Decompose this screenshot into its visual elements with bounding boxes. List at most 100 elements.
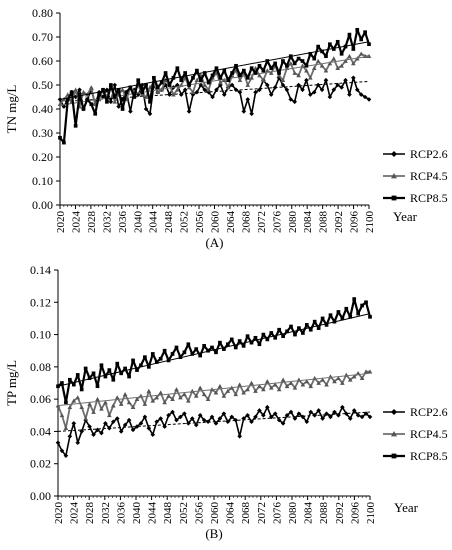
x-tick-label: 2080	[287, 211, 299, 234]
data-point	[354, 87, 360, 93]
data-point	[356, 311, 360, 316]
data-point	[71, 421, 77, 426]
data-point	[319, 87, 325, 93]
y-tick-label: 0.14	[30, 263, 51, 277]
legend-label: RCP8.5	[410, 449, 448, 463]
x-tick-label: 2096	[349, 211, 361, 234]
trend-line	[59, 80, 370, 103]
data-point	[352, 297, 357, 301]
data-point	[221, 77, 227, 83]
trend-line	[57, 372, 371, 407]
data-point	[136, 78, 141, 83]
data-point	[69, 90, 74, 95]
data-point	[285, 63, 289, 68]
data-point	[143, 94, 149, 99]
data-point	[351, 75, 356, 81]
data-point	[343, 77, 348, 83]
data-point	[118, 429, 124, 434]
data-point	[130, 427, 136, 433]
data-point	[319, 63, 325, 68]
data-point	[340, 316, 345, 321]
data-point	[296, 56, 301, 61]
data-point	[257, 383, 262, 389]
x-tick-label: 2068	[240, 211, 252, 234]
data-point	[83, 366, 88, 371]
panel-a: 0.00 0.10 0.20 0.30 0.40 0.50 0.60 0.70 0.80 2020…	[4, 6, 448, 250]
data-point	[174, 387, 179, 392]
data-point	[158, 390, 163, 395]
data-point	[139, 92, 145, 97]
data-point	[68, 377, 72, 382]
data-point	[162, 424, 167, 429]
data-point	[162, 400, 167, 405]
data-point	[316, 408, 321, 413]
legend-marker	[391, 431, 397, 437]
data-point	[77, 87, 82, 93]
data-point	[304, 77, 309, 83]
data-point	[134, 396, 140, 401]
data-point	[358, 51, 364, 56]
data-point	[190, 89, 196, 95]
series-rcp8-5	[58, 27, 371, 145]
data-point	[367, 42, 371, 47]
panel-label: (A)	[205, 235, 223, 250]
data-point	[116, 87, 121, 92]
data-point	[351, 47, 356, 51]
data-point	[351, 374, 357, 379]
data-point	[284, 412, 290, 418]
trend-line	[57, 411, 371, 432]
data-point	[93, 111, 98, 116]
data-point	[155, 85, 160, 90]
data-point	[65, 97, 70, 102]
data-point	[280, 377, 286, 382]
data-point	[221, 411, 227, 416]
data-point	[171, 92, 176, 97]
y-axis-label: TP mg/L	[4, 360, 19, 406]
data-point	[112, 99, 118, 104]
data-point	[110, 403, 116, 408]
data-point	[182, 411, 187, 416]
legend-item: RCP4.5	[383, 427, 448, 441]
data-point	[347, 92, 352, 97]
data-point	[218, 340, 222, 345]
data-point	[249, 66, 254, 71]
data-point	[265, 404, 270, 410]
data-point	[249, 340, 254, 345]
x-tick-label: 2048	[163, 211, 175, 234]
data-point	[289, 324, 293, 329]
data-point	[238, 73, 242, 78]
data-point	[347, 416, 353, 421]
legend-item: RCP8.5	[383, 449, 448, 463]
data-point	[335, 65, 341, 71]
data-point	[79, 387, 84, 392]
trend-line	[59, 41, 370, 100]
data-point	[147, 111, 153, 117]
data-point	[327, 61, 333, 66]
x-tick-label: 2024	[69, 502, 81, 525]
data-point	[85, 97, 90, 102]
y-tick-label: 0.40	[32, 102, 53, 116]
data-point	[324, 54, 328, 59]
data-point	[142, 401, 148, 406]
data-point	[245, 82, 251, 87]
data-point	[229, 82, 235, 88]
x-tick-label: 2084	[303, 502, 315, 525]
data-point	[187, 83, 191, 87]
data-point	[368, 314, 372, 319]
data-point	[95, 396, 100, 401]
data-point	[288, 61, 294, 66]
data-point	[191, 75, 195, 80]
data-point	[143, 106, 149, 112]
data-point	[128, 109, 133, 114]
data-point	[221, 393, 227, 398]
data-point	[363, 369, 369, 374]
y-tick-label: 0.04	[30, 424, 51, 438]
data-point	[245, 97, 251, 102]
data-point	[148, 99, 152, 104]
data-point	[89, 102, 94, 107]
data-point	[300, 87, 305, 93]
data-point	[111, 377, 116, 382]
x-tick-label: 2092	[333, 211, 345, 233]
data-point	[320, 316, 325, 321]
